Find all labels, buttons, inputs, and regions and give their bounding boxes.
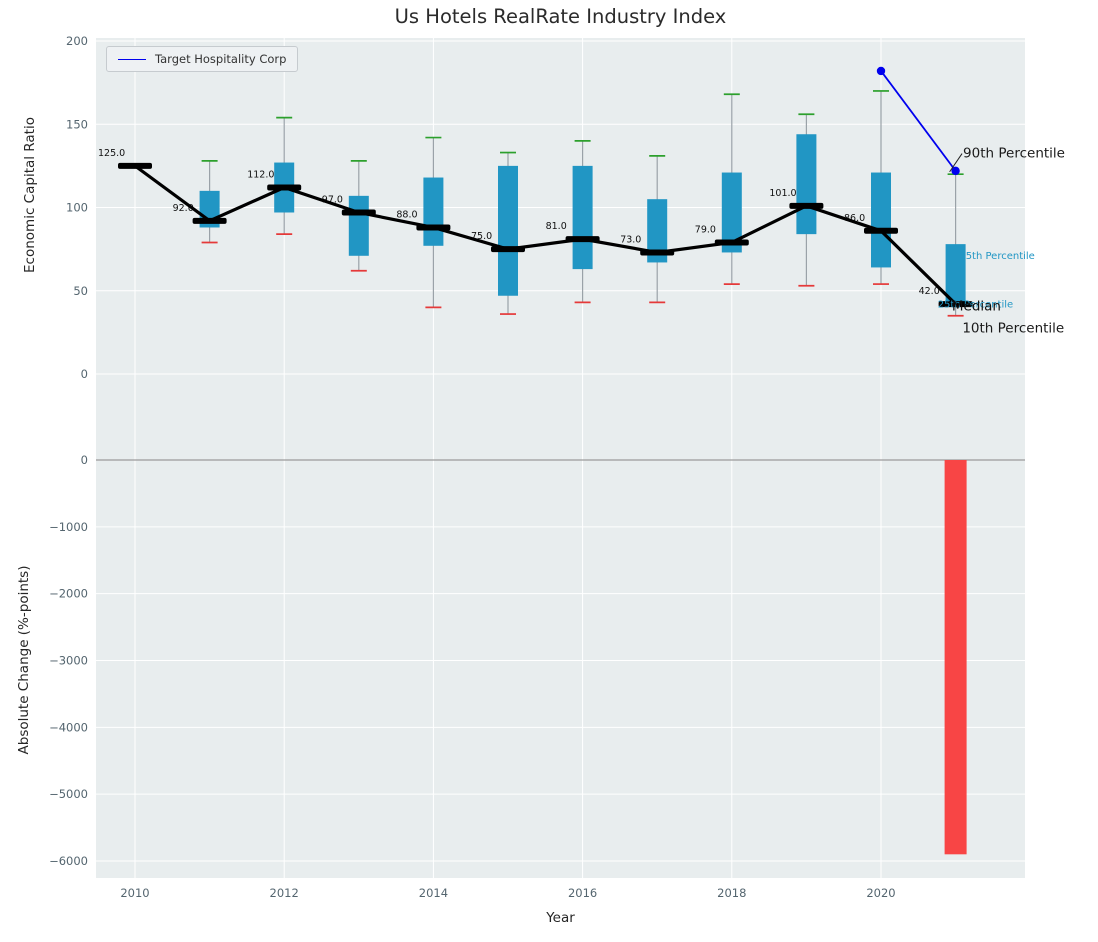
- xtick: 2018: [717, 886, 746, 900]
- plot-background: [96, 38, 1025, 878]
- xtick: 2010: [120, 886, 149, 900]
- iqr-box: [498, 165, 518, 296]
- annotation-median: Median: [952, 299, 1001, 315]
- iqr-box: [796, 134, 817, 235]
- ytick-bottom: −3000: [49, 654, 88, 668]
- y-axis-label-top: Economic Capital Ratio: [22, 117, 38, 273]
- ytick-bottom: −4000: [49, 720, 88, 734]
- iqr-box: [348, 195, 369, 256]
- ytick-bottom: −1000: [49, 520, 88, 534]
- annotation-90th-percentile: 90th Percentile: [963, 146, 1065, 162]
- ytick-top: 50: [73, 284, 88, 298]
- median-value-label: 112.0: [247, 170, 274, 181]
- target-line: [880, 70, 957, 172]
- ytick-bottom: −5000: [49, 787, 88, 801]
- xtick: 2020: [866, 886, 895, 900]
- median-value-label: 79.0: [695, 224, 716, 235]
- ytick-bottom: −2000: [49, 587, 88, 601]
- legend-label: Target Hospitality Corp: [155, 52, 287, 66]
- median-value-label: 42.0: [919, 286, 940, 297]
- median-value-label: 75.0: [471, 231, 492, 242]
- legend: Target Hospitality Corp: [106, 46, 299, 72]
- iqr-box: [647, 199, 668, 263]
- annotation-10th-percentile: 10th Percentile: [962, 320, 1064, 336]
- xtick: 2012: [270, 886, 299, 900]
- ytick-top: 100: [66, 201, 88, 215]
- ytick-bottom: −6000: [49, 854, 88, 868]
- y-axis-label-bottom: Absolute Change (%-points): [16, 565, 32, 755]
- annotation-25th-percentile: 25th Percentile: [938, 299, 1014, 310]
- median-value-label: 125.0: [98, 148, 125, 159]
- target-point: [876, 66, 886, 76]
- target-point: [951, 166, 960, 176]
- median-value-label: 97.0: [322, 194, 343, 205]
- change-bar-2021: [944, 460, 967, 855]
- ytick-top: 200: [66, 34, 88, 48]
- median-line: [134, 164, 957, 306]
- median-value-label: 86.0: [844, 213, 865, 224]
- ytick-top: 0: [81, 367, 88, 381]
- x-axis-label: Year: [546, 910, 575, 926]
- iqr-box: [423, 177, 444, 246]
- iqr-box: [871, 172, 891, 268]
- median-value-label: 73.0: [620, 234, 641, 245]
- median-value-label: 88.0: [396, 209, 417, 220]
- median-value-label: 81.0: [546, 221, 567, 232]
- iqr-box: [721, 172, 742, 253]
- ytick-top: 150: [66, 117, 88, 131]
- median-value-label: 101.0: [769, 188, 796, 199]
- tick-labels: 0 50 100 150 200 0 −1000 −2000 −3000 −4000 −5000 −6…: [49, 34, 896, 900]
- annotation-leader: [949, 153, 963, 173]
- median-value-label: 92.0: [173, 203, 194, 214]
- iqr-box: [572, 165, 593, 270]
- annotation-75th-percentile: 75th Percentile: [959, 251, 1035, 262]
- ytick-bottom: 0: [81, 453, 88, 467]
- iqr-box: [945, 244, 966, 303]
- legend-line-sample: [118, 58, 146, 60]
- xtick: 2016: [568, 886, 597, 900]
- chart-title: Us Hotels RealRate Industry Index: [394, 5, 727, 28]
- xtick: 2014: [419, 886, 448, 900]
